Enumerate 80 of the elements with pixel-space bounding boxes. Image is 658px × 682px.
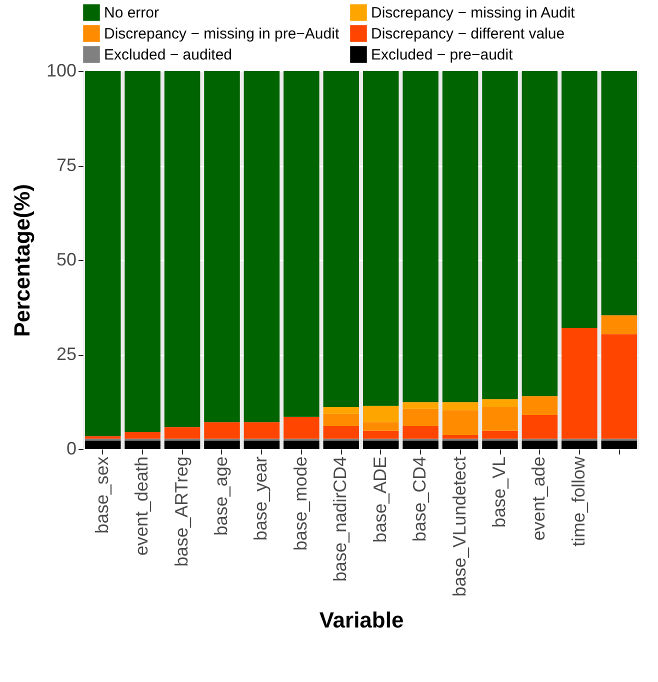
legend-label: Excluded − pre−audit	[371, 46, 514, 64]
bar	[522, 71, 558, 396]
bar	[362, 71, 399, 406]
bar	[204, 71, 240, 422]
bar	[402, 440, 438, 449]
bar	[442, 440, 478, 449]
x-tick-label: base_year	[250, 456, 271, 541]
y-tick-label: 25	[56, 344, 76, 364]
bar	[362, 406, 399, 422]
bar	[522, 440, 558, 449]
legend-label: Discrepancy − missing in Audit	[371, 4, 576, 22]
x-tick-label: base_mode	[290, 456, 310, 551]
legend-label: No error	[104, 4, 160, 22]
y-tick-label: 50	[56, 250, 76, 270]
bar	[562, 440, 598, 449]
bar	[601, 334, 638, 439]
bar	[323, 407, 360, 414]
bar	[244, 71, 280, 422]
bar	[84, 436, 121, 439]
bar	[482, 399, 518, 408]
legend-label: Excluded − audited	[104, 46, 232, 64]
y-tick-label: 75	[56, 155, 76, 175]
bar	[362, 422, 399, 431]
x-tick-label: event_ade	[528, 456, 549, 541]
x-tick-label: base_nadirCD4	[330, 456, 350, 582]
y-tick-label: 0	[66, 438, 76, 458]
x-tick-label: base_sex	[92, 456, 112, 534]
bar	[442, 402, 478, 410]
legend-label: Discrepancy − different value	[371, 26, 565, 42]
bar	[562, 71, 598, 328]
bar	[323, 440, 360, 449]
bar	[204, 422, 240, 439]
bar	[442, 435, 478, 439]
bar	[442, 71, 478, 402]
bar	[323, 414, 360, 426]
bar	[402, 426, 438, 439]
y-axis-title: Percentage(%)	[9, 184, 34, 337]
bar	[482, 407, 518, 431]
bar	[482, 440, 518, 449]
bar	[362, 440, 399, 449]
bar	[284, 71, 320, 417]
bar	[402, 402, 438, 409]
legend-label: Discrepancy − missing in pre−Audit	[104, 26, 340, 42]
x-tick-label: base_VLundetect	[449, 456, 470, 597]
bar	[164, 71, 200, 428]
bar	[362, 430, 399, 439]
x-tick-label: base_VL	[489, 456, 509, 528]
x-tick-label: base_ARTreg	[171, 456, 192, 567]
bar	[323, 426, 360, 439]
bar	[124, 71, 160, 432]
bar	[284, 416, 320, 439]
bar	[482, 71, 518, 400]
x-tick-label: base_ADE	[370, 456, 390, 543]
bar	[84, 440, 121, 449]
x-tick-label: time_follow	[568, 456, 588, 547]
bar	[562, 328, 598, 439]
bar	[84, 71, 121, 436]
bar	[442, 410, 478, 436]
y-tick-label: 100	[46, 60, 76, 80]
bar	[522, 414, 558, 439]
bar	[482, 430, 518, 439]
bar	[323, 71, 360, 408]
bar	[601, 71, 638, 316]
bar	[204, 440, 240, 449]
x-axis-title: Variable	[319, 608, 404, 633]
bar	[402, 408, 438, 426]
bar	[124, 440, 160, 449]
x-tick-label: base_age	[211, 456, 231, 536]
bar	[124, 432, 160, 439]
bar	[244, 422, 280, 439]
x-tick-label: event_death	[132, 456, 152, 556]
x-tick-label: base_CD4	[410, 456, 430, 542]
bar	[284, 440, 320, 449]
bar	[522, 396, 558, 415]
bar	[164, 440, 200, 449]
bar	[164, 427, 200, 439]
bar	[402, 71, 438, 402]
bar	[244, 440, 280, 449]
bar	[601, 440, 638, 449]
bar	[601, 315, 638, 334]
